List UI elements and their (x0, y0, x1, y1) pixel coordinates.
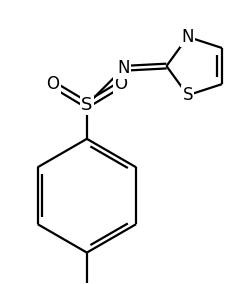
Text: S: S (182, 86, 193, 104)
Text: N: N (117, 59, 129, 77)
Text: O: O (114, 75, 128, 93)
Text: S: S (81, 96, 92, 114)
Text: O: O (46, 75, 59, 93)
Text: N: N (182, 28, 194, 46)
